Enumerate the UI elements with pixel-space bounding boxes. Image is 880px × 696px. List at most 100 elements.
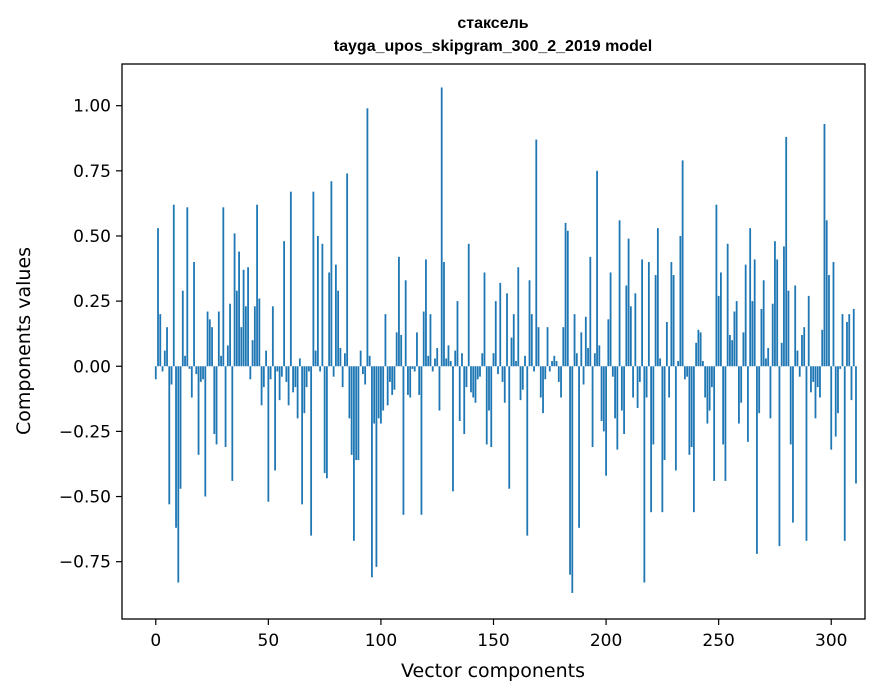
- bar: [848, 314, 851, 367]
- bar: [296, 366, 299, 419]
- bar: [332, 366, 335, 377]
- bar: [560, 366, 562, 398]
- bar: [706, 366, 709, 424]
- bar: [242, 269, 245, 367]
- bar: [697, 329, 700, 367]
- bar: [330, 181, 333, 367]
- bar: [197, 366, 200, 455]
- bar: [620, 366, 623, 411]
- bar: [416, 332, 418, 367]
- bar: [307, 366, 310, 372]
- bar: [429, 314, 432, 367]
- bar: [600, 366, 603, 421]
- bar: [519, 366, 522, 401]
- bar: [769, 366, 772, 419]
- bar: [638, 366, 641, 382]
- bar: [157, 228, 159, 367]
- bar: [686, 366, 689, 377]
- bar: [659, 358, 662, 367]
- bar: [589, 256, 592, 367]
- bar: [211, 327, 213, 367]
- bar: [823, 123, 826, 367]
- bar: [449, 361, 452, 367]
- bar: [454, 350, 457, 367]
- bar: [193, 262, 195, 367]
- bar: [436, 348, 439, 367]
- bar: [749, 228, 752, 367]
- bar: [409, 366, 412, 398]
- bar: [418, 366, 421, 395]
- bar: [506, 293, 508, 367]
- bar: [265, 350, 267, 367]
- bar: [256, 204, 258, 367]
- bar: [215, 366, 218, 445]
- bar: [166, 327, 168, 367]
- bar: [537, 327, 540, 367]
- bar: [262, 366, 265, 388]
- bar: [828, 275, 830, 367]
- bar: [688, 366, 691, 455]
- bar: [722, 366, 725, 445]
- bar: [596, 170, 598, 367]
- bar: [539, 366, 542, 398]
- bar: [744, 264, 747, 367]
- bar: [663, 366, 666, 461]
- bar: [499, 282, 502, 367]
- bar: [616, 366, 619, 450]
- bar: [670, 262, 673, 367]
- bar: [422, 311, 425, 367]
- bar: [735, 301, 738, 367]
- y-tick-label: −0.75: [59, 553, 111, 573]
- bar: [555, 361, 558, 367]
- bar: [587, 348, 589, 367]
- bar: [479, 366, 481, 377]
- bar: [402, 366, 405, 515]
- bar: [323, 366, 326, 474]
- bar: [344, 353, 346, 367]
- bar: [796, 350, 799, 367]
- bar: [251, 340, 254, 367]
- bar: [825, 220, 828, 367]
- bar: [274, 366, 276, 471]
- bar: [204, 366, 207, 497]
- bar: [384, 314, 387, 367]
- bar: [819, 366, 821, 398]
- bar: [260, 366, 263, 406]
- bar: [292, 366, 295, 393]
- bar: [490, 366, 493, 448]
- bar: [524, 355, 526, 367]
- bar: [758, 366, 761, 414]
- bar: [287, 366, 290, 406]
- bars-group: [154, 87, 857, 593]
- bar: [325, 366, 328, 479]
- bar: [837, 366, 839, 414]
- bar: [195, 366, 198, 375]
- bar: [717, 295, 720, 367]
- bar: [792, 366, 794, 523]
- bar: [175, 366, 177, 528]
- bar: [438, 366, 441, 411]
- bar: [425, 259, 427, 367]
- bar: [400, 334, 403, 367]
- bar: [643, 366, 646, 583]
- bar: [713, 366, 716, 481]
- bar: [530, 314, 533, 367]
- x-tick-label: 200: [590, 631, 622, 651]
- bar: [447, 345, 450, 367]
- bar: [472, 366, 475, 398]
- bar: [708, 366, 711, 411]
- bar: [280, 366, 283, 377]
- bar: [724, 366, 727, 481]
- bar: [362, 366, 364, 375]
- bar: [726, 243, 729, 367]
- bar: [672, 275, 675, 367]
- bar: [476, 366, 479, 380]
- bar: [508, 366, 511, 489]
- bar: [548, 366, 551, 372]
- bar: [170, 366, 173, 385]
- bar: [188, 366, 191, 369]
- bar: [580, 332, 583, 367]
- bar: [357, 366, 360, 461]
- bar: [690, 366, 693, 448]
